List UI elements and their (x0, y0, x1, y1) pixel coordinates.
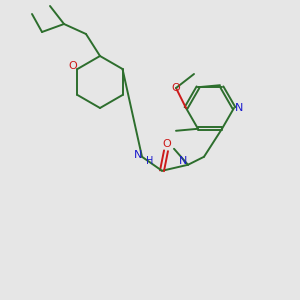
Text: O: O (68, 61, 77, 71)
Text: O: O (172, 83, 180, 93)
Text: N: N (235, 103, 243, 113)
Text: N: N (179, 156, 187, 166)
Text: H: H (146, 156, 154, 166)
Text: O: O (163, 139, 171, 149)
Text: N: N (134, 150, 142, 160)
